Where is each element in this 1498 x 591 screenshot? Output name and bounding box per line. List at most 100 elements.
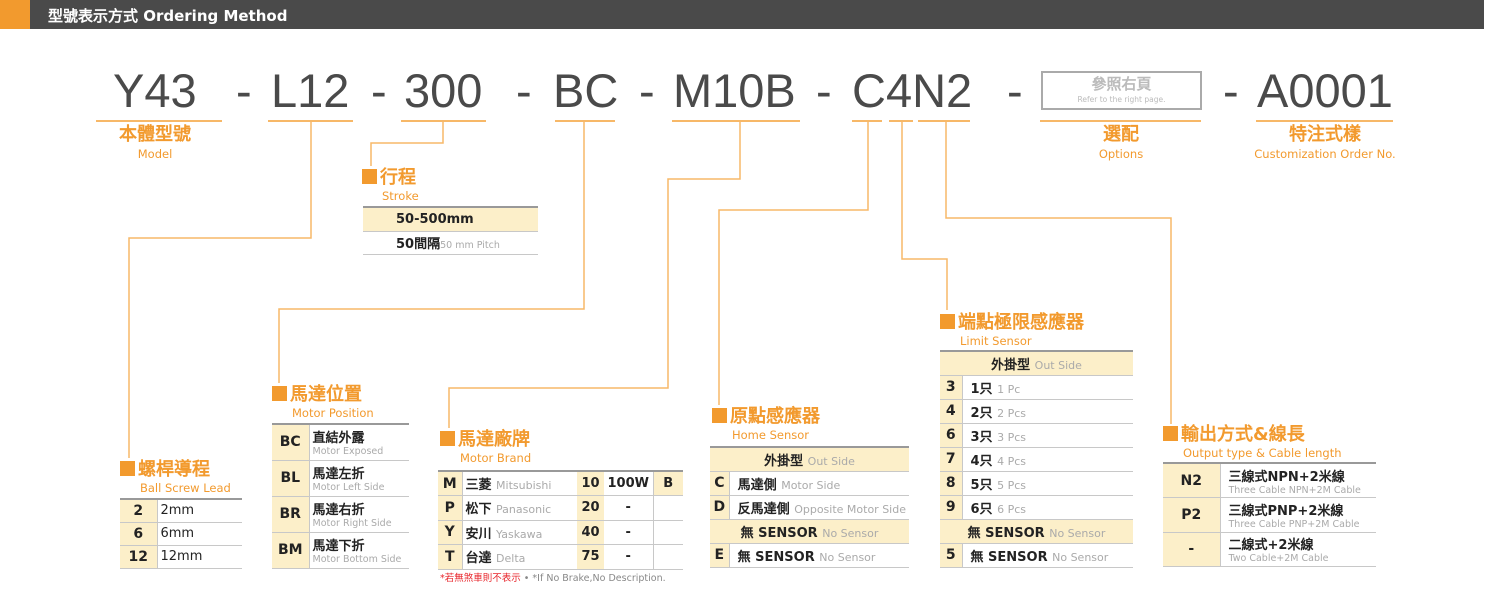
code: E	[714, 547, 725, 563]
position-desc: 馬達右折 Motor Right Side	[308, 496, 409, 533]
cn: 馬達側	[737, 477, 777, 493]
sensor-code: 7	[940, 447, 962, 472]
sensor-desc: 反馬達側 Opposite Motor Side	[728, 495, 909, 520]
bullet-square-icon	[120, 461, 135, 476]
underline	[918, 120, 970, 122]
sensor-desc: 無 SENSOR No Sensor	[728, 543, 909, 568]
underline	[889, 120, 913, 122]
bullet-square-icon	[362, 169, 377, 184]
ge: No Sensor	[822, 526, 879, 540]
position-desc: 馬達下折 Motor Bottom Side	[308, 532, 409, 569]
pitch-en: 50 mm Pitch	[440, 240, 500, 251]
label-model: 本體型號 Model	[95, 124, 215, 162]
table-row: 6 3只 3 Pcs	[940, 423, 1133, 448]
title-en: Stroke	[382, 189, 419, 203]
table-row: 4 2只 2 Pcs	[940, 399, 1133, 424]
table-row: BC 直結外露 Motor Exposed	[272, 424, 409, 461]
code: 6	[133, 525, 144, 542]
table-row: 5 無 SENSOR No Sensor	[940, 543, 1133, 568]
code-lead: L12	[271, 64, 350, 117]
sensor-desc: 6只 6 Pcs	[961, 495, 1133, 520]
lead-code: 12	[120, 545, 157, 569]
code-dash: -	[371, 64, 387, 117]
table-row: P2 三線式PNP+2米線 Three Cable PNP+2M Cable	[1163, 497, 1376, 533]
code-dash: -	[236, 64, 252, 117]
brand-name: 松下 Panasonic	[461, 495, 577, 521]
header-title: 型號表示方式 Ordering Method	[48, 7, 288, 25]
brand-code: T	[438, 544, 462, 570]
brand-code: Y	[438, 520, 462, 545]
title-cn: 馬達廠牌	[458, 429, 530, 450]
position-desc: 馬達左折 Motor Left Side	[308, 460, 409, 497]
cn: 4只	[970, 453, 993, 469]
en: Mitsubishi	[496, 479, 552, 492]
motor-position-table: BC 直結外露 Motor Exposed BL 馬達左折 Motor Left Side…	[272, 423, 409, 569]
table-row: 50間隔50 mm Pitch	[363, 231, 538, 255]
pc: 10	[581, 476, 600, 491]
ge: No Sensor	[1049, 526, 1106, 540]
en: Panasonic	[496, 503, 552, 517]
sensor-code: C	[710, 471, 730, 496]
en: 5 Pcs	[997, 478, 1026, 492]
table-row: 外掛型 Out Side	[710, 447, 909, 472]
lead-desc: 2mm	[156, 499, 242, 523]
code: BC	[279, 434, 301, 451]
label-options-en: Options	[1098, 147, 1144, 161]
table-row: 2 2mm	[120, 499, 242, 523]
underline	[96, 120, 222, 122]
code: C	[714, 475, 725, 491]
en: 6 Pcs	[997, 502, 1026, 516]
title-en: Ball Screw Lead	[140, 481, 231, 495]
code: 12	[128, 548, 148, 565]
connector-output	[945, 120, 1172, 424]
label-model-cn: 本體型號	[119, 124, 191, 145]
output-desc: 二線式+2米線 Two Cable+2M Cable	[1219, 532, 1376, 567]
en: Yaskawa	[496, 527, 543, 541]
options-box-en: Refer to the right page.	[1077, 95, 1166, 104]
code: T	[444, 548, 455, 565]
title-en: Output type & Cable length	[1183, 446, 1342, 460]
brake-note: *若無煞車則不表示 • *If No Brake,No Description.	[440, 570, 666, 584]
code-dash: -	[639, 64, 655, 117]
lead-desc: 6mm	[156, 522, 242, 546]
code: 9	[945, 499, 956, 515]
sensor-desc: 4只 4 Pcs	[961, 447, 1133, 472]
code: 2	[133, 502, 144, 519]
stroke-title: 行程 Stroke	[362, 163, 419, 204]
power-code: 75	[577, 544, 604, 570]
cn: 三線式PNP+2米線	[1228, 503, 1344, 519]
table-row: BR 馬達右折 Motor Right Side	[272, 496, 409, 533]
position-code: BM	[272, 532, 309, 569]
power-code: 10	[577, 471, 604, 496]
en: No Sensor	[1052, 550, 1109, 564]
bullet-square-icon	[440, 431, 455, 446]
power: -	[604, 495, 653, 521]
pc: 75	[581, 549, 600, 565]
title-cn: 原點感應器	[730, 406, 820, 427]
lead-desc: 12mm	[156, 545, 242, 569]
label-custom-en: Customization Order No.	[1254, 147, 1396, 161]
brand-name: 三菱 Mitsubishi	[461, 471, 577, 496]
g: 外掛型	[991, 357, 1031, 373]
label-model-en: Model	[137, 147, 173, 161]
table-row: BL 馬達左折 Motor Left Side	[272, 460, 409, 497]
table-row: BM 馬達下折 Motor Bottom Side	[272, 532, 409, 569]
cn: 5只	[970, 477, 993, 493]
title-cn: 螺桿導程	[138, 459, 210, 480]
section-header: 型號表示方式 Ordering Method	[0, 0, 1484, 29]
table-row: 3 1只 1 Pc	[940, 375, 1133, 400]
power: 100W	[604, 471, 653, 496]
en: 1 Pc	[997, 382, 1021, 396]
bullet-square-icon	[1163, 426, 1178, 441]
table-row: P 松下 Panasonic 20-	[438, 495, 683, 521]
code: Y	[444, 524, 455, 541]
underline	[672, 120, 800, 122]
stroke-range: 50-500mm	[363, 207, 538, 232]
en: Delta	[496, 552, 526, 566]
sensor-desc: 1只 1 Pc	[961, 375, 1133, 400]
title-cn: 馬達位置	[290, 384, 362, 405]
connector-limit-sensor	[901, 120, 948, 310]
table-row: - 二線式+2米線 Two Cable+2M Cable	[1163, 532, 1376, 567]
pw: 100W	[607, 476, 649, 491]
label-custom: 特注式樣 Customization Order No.	[1225, 124, 1425, 162]
